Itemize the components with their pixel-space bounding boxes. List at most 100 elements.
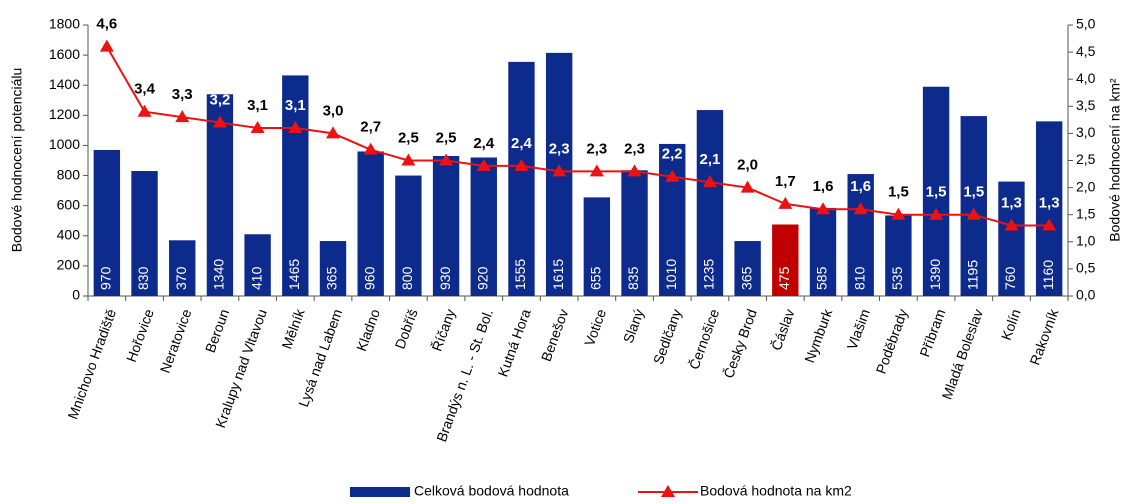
marker: [137, 104, 152, 117]
x-tick-label: Nymburk: [801, 306, 836, 365]
line-value-label: 2,3: [586, 140, 607, 157]
line-value-label: 1,3: [1001, 195, 1022, 212]
line-value-label: 1,5: [926, 184, 947, 201]
bar: [734, 241, 761, 296]
x-tick-label: Mělník: [278, 306, 307, 351]
bar-value-label: 810: [851, 266, 867, 290]
bar-value-label: 1465: [286, 259, 302, 290]
line: [105, 46, 1050, 227]
line-value-label: 2,2: [662, 146, 683, 163]
marker: [853, 202, 868, 215]
y2-tick-label: 1,0: [1076, 233, 1096, 249]
bar-value-label: 1160: [1040, 260, 1056, 290]
line-value-label: 3,1: [247, 97, 268, 114]
marker: [966, 207, 981, 220]
x-tick-label: Vlašim: [844, 307, 873, 352]
marker: [1004, 218, 1019, 231]
y2-tick-label: 3,0: [1076, 124, 1096, 140]
bar: [621, 170, 648, 296]
y-tick-label: 400: [57, 226, 81, 242]
line-value-label: 3,4: [134, 81, 156, 98]
marker: [740, 180, 755, 193]
y2-tick-label: 4,0: [1076, 70, 1096, 86]
bar-value-label: 1340: [211, 259, 227, 290]
line-value-label: 1,7: [775, 173, 796, 190]
marker: [401, 153, 416, 166]
line-value-label: 1,3: [1039, 195, 1060, 212]
bar: [809, 207, 837, 296]
line-value-label: 2,5: [398, 129, 419, 146]
bar-value-label: 970: [98, 266, 114, 290]
x-tick-label: Dobříš: [392, 307, 421, 351]
bar-value-label: 1010: [663, 259, 679, 290]
bar-value-label: 535: [889, 266, 905, 290]
bar: [885, 215, 912, 296]
bar: [508, 61, 535, 297]
y-tick-label: 1400: [49, 76, 80, 92]
marker: [288, 120, 303, 133]
marker: [175, 110, 190, 123]
bar: [1035, 121, 1063, 296]
legend-marker: [661, 485, 675, 497]
line-value-label: 1,5: [963, 184, 984, 201]
bar-value-label: 835: [625, 266, 641, 290]
bar-value-label: 960: [361, 266, 377, 290]
line-value-label: 1,6: [813, 178, 834, 195]
y-axis-label: Bodové hodnocení potenciálu: [9, 68, 25, 252]
x-tick-label: Beroun: [202, 307, 232, 355]
legend-swatch: [350, 487, 410, 497]
line-value-label: 3,1: [285, 97, 306, 114]
bar-value-label: 365: [738, 266, 754, 290]
bar: [583, 197, 611, 296]
bar-value-label: 1195: [964, 260, 980, 290]
bar: [169, 240, 196, 296]
marker: [929, 207, 944, 220]
x-tick-label: Sedlčany: [650, 307, 685, 367]
line-value-label: 2,3: [549, 140, 570, 157]
x-tick-label: Slaný: [620, 307, 647, 345]
y2-tick-label: 2,5: [1076, 151, 1096, 167]
marker: [1042, 218, 1057, 231]
marker: [552, 164, 567, 177]
x-tick-label: Černošice: [686, 307, 723, 372]
marker: [589, 164, 604, 177]
marker: [514, 158, 529, 171]
bar-value-label: 920: [474, 266, 490, 290]
marker: [891, 207, 906, 220]
y2-tick-label: 0,5: [1076, 260, 1096, 276]
bar: [282, 75, 309, 296]
bar-value-label: 760: [1002, 266, 1018, 290]
bar: [847, 174, 874, 296]
x-tick-label: Benešov: [538, 307, 572, 364]
line-value-label: 1,6: [850, 178, 871, 195]
bar-value-label: 655: [588, 266, 604, 290]
y-tick-label: 1200: [49, 106, 80, 122]
bar: [470, 157, 497, 296]
legend-label: Bodová hodnota na km2: [700, 483, 852, 499]
x-tick-label: Votice: [581, 307, 609, 349]
y-tick-label: 1800: [49, 16, 80, 32]
line-value-label: 2,1: [699, 151, 720, 168]
line-value-label: 3,0: [323, 102, 344, 119]
legend-label: Celková bodová hodnota: [414, 483, 569, 499]
x-tick-label: Čáslav: [768, 307, 798, 353]
line-value-label: 2,0: [737, 157, 758, 174]
line-value-label: 2,4: [511, 135, 533, 152]
bar: [206, 94, 234, 296]
marker: [778, 196, 793, 209]
x-tick-label: Kutná Hora: [495, 307, 534, 379]
bar-value-label: 475: [776, 266, 792, 290]
bar: [93, 149, 121, 296]
bar: [998, 181, 1025, 296]
y-tick-label: 600: [57, 196, 81, 212]
bar: [432, 155, 460, 296]
bar: [696, 110, 724, 296]
marker: [816, 202, 830, 215]
x-tick-label: Kladno: [353, 307, 383, 354]
y-tick-label: 800: [57, 166, 81, 182]
line-value-label: 3,2: [209, 92, 230, 109]
marker: [326, 126, 340, 139]
bar-value-label: 585: [814, 266, 830, 290]
y2-axis-label: Bodové hodnocení na km²: [1107, 78, 1123, 242]
marker: [99, 39, 114, 52]
